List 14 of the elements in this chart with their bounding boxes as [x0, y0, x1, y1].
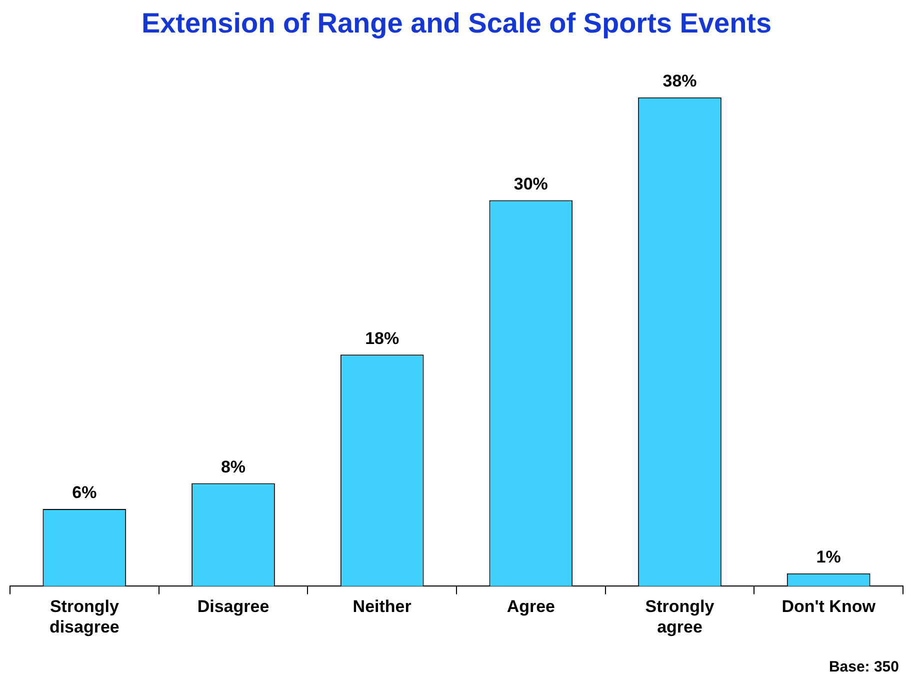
data-label: 30% — [514, 174, 548, 194]
text: Base: 350 — [828, 658, 899, 676]
data-label: 1% — [816, 548, 841, 567]
data-label: 6% — [72, 483, 97, 502]
x-tick-label: Don't Know — [782, 597, 876, 616]
chart-title: Extension of Range and Scale of Sports Events — [141, 8, 772, 39]
data-label: 8% — [220, 457, 246, 476]
x-tick-label: Strongly agree — [645, 597, 715, 636]
data-label: 38% — [662, 72, 697, 91]
x-tick-label: Agree — [506, 597, 556, 616]
x-tick-label: Neither — [352, 597, 412, 616]
x-tick-label: Strongly disagree — [49, 597, 120, 636]
x-tick-label: Disagree — [197, 597, 270, 616]
data-label: 18% — [365, 328, 400, 348]
